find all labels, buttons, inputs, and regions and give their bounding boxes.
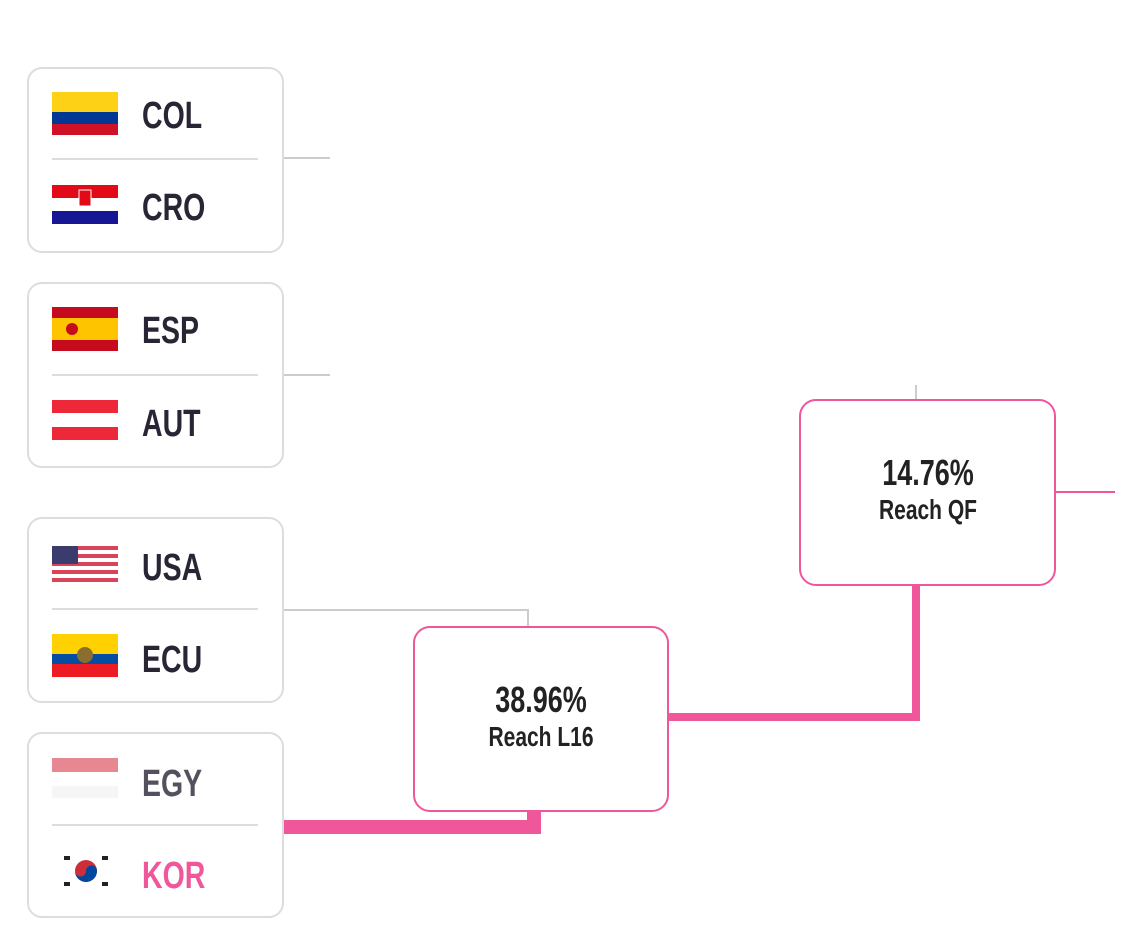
probability-label: Reach L16 xyxy=(489,722,594,753)
team-code: COL xyxy=(142,95,202,137)
flag xyxy=(52,758,118,798)
team-code: CRO xyxy=(142,187,205,229)
probability-label: Reach QF xyxy=(879,495,977,526)
connectors xyxy=(283,157,1115,834)
flag xyxy=(52,400,118,440)
team-code: AUT xyxy=(142,403,201,445)
flag xyxy=(52,634,118,677)
team-code: USA xyxy=(142,547,202,589)
probability-node[interactable]: 38.96% Reach L16 xyxy=(413,626,669,812)
flag xyxy=(52,185,118,224)
match-card[interactable]: EGY KOR xyxy=(27,732,284,918)
team-code: EGY xyxy=(142,763,202,805)
match-card[interactable]: ESP AUT xyxy=(27,282,284,468)
team-code: ESP xyxy=(142,310,199,352)
flag xyxy=(64,856,108,886)
match-card[interactable]: COL CRO xyxy=(27,67,284,253)
team-code: ECU xyxy=(142,639,202,681)
match-card[interactable]: USA ECU xyxy=(27,517,284,703)
probability-value: 14.76% xyxy=(882,452,974,493)
flag xyxy=(52,546,118,582)
probability-value: 38.96% xyxy=(495,679,587,720)
team-code: KOR xyxy=(142,855,205,897)
probability-node[interactable]: 14.76% Reach QF xyxy=(799,399,1056,586)
flag xyxy=(52,307,118,351)
flag xyxy=(52,92,118,135)
